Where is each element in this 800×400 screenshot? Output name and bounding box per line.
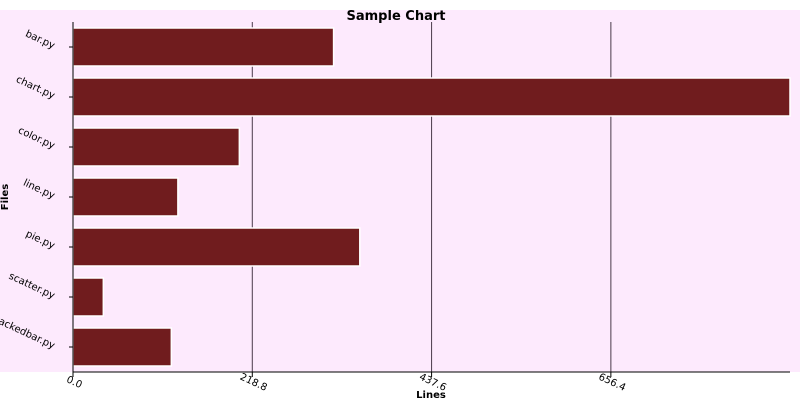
bars [72, 27, 791, 367]
bar-bar-py [72, 27, 335, 67]
axes [69, 22, 790, 377]
bar-chart-py [72, 77, 791, 117]
bar-scatter-py [72, 277, 105, 317]
bar-pie-py [72, 227, 361, 267]
y-axis-title: Files [0, 184, 11, 210]
x-axis-title: Lines [416, 390, 446, 400]
x-tick-label: 0.0 [65, 374, 84, 391]
x-tick-label: 218.8 [238, 372, 269, 394]
bar-color-py [72, 127, 241, 167]
bar-line-py [72, 177, 179, 217]
bar-stackedbar-py [72, 327, 173, 367]
x-tick-label: 656.4 [597, 372, 628, 394]
chart-title: Sample Chart [347, 9, 446, 24]
